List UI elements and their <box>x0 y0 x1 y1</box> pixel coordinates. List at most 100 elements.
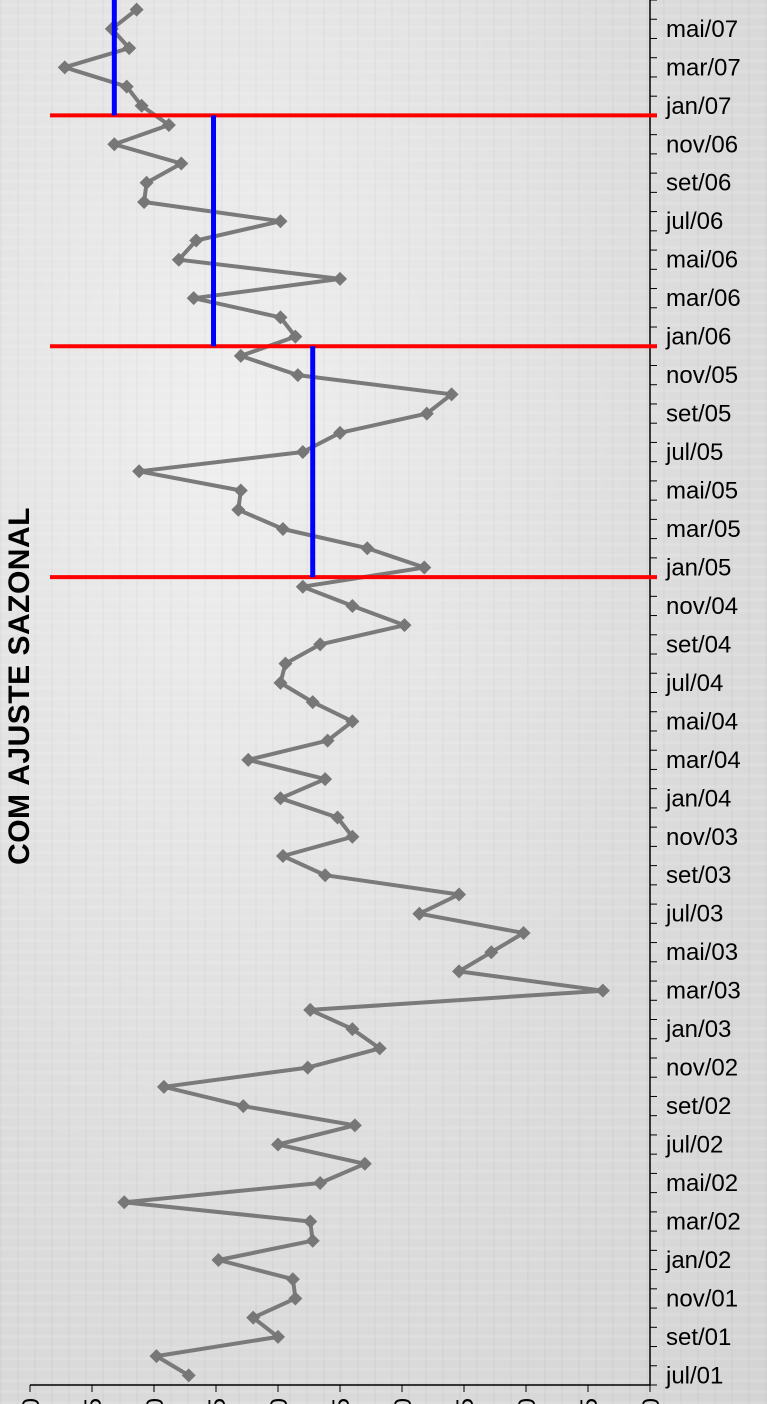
data-point <box>318 772 333 787</box>
time-tick-label: set/04 <box>666 631 731 658</box>
data-point <box>417 560 432 575</box>
data-point <box>516 925 531 940</box>
data-point <box>285 1272 300 1287</box>
data-point <box>452 887 467 902</box>
time-tick-label: jan/06 <box>665 324 731 351</box>
value-tick-label: 105 <box>204 1398 231 1404</box>
data-point <box>273 214 288 229</box>
time-tick-label: jul/04 <box>665 670 723 697</box>
data-point <box>174 156 189 171</box>
data-point <box>444 387 459 402</box>
data-point <box>313 637 328 652</box>
time-tick-label: jul/03 <box>665 901 723 928</box>
time-tick-label: mai/06 <box>666 247 738 274</box>
data-point <box>137 194 152 209</box>
data-point <box>149 1349 164 1364</box>
time-tick-label: mar/07 <box>666 54 741 81</box>
data-point <box>345 829 360 844</box>
data-point <box>132 464 147 479</box>
data-point <box>305 695 320 710</box>
value-tick-label: 115 <box>80 1398 107 1404</box>
data-point <box>318 868 333 883</box>
series-line <box>62 8 605 1378</box>
data-point <box>295 579 310 594</box>
time-tick-label: nov/06 <box>666 131 738 158</box>
data-point <box>271 1329 285 1344</box>
data-point <box>345 598 360 613</box>
data-point <box>231 502 246 517</box>
value-tick-label: 100 <box>266 1398 293 1404</box>
time-tick-label: mai/07 <box>666 16 738 43</box>
time-tick-label: jan/03 <box>665 1016 731 1043</box>
time-tick-label: nov/02 <box>666 1055 738 1082</box>
value-tick-label: 80 <box>514 1398 541 1404</box>
time-tick-label: jul/01 <box>665 1362 723 1389</box>
data-point <box>305 1233 320 1248</box>
time-tick-label: mai/04 <box>666 708 738 735</box>
data-point <box>484 945 499 960</box>
data-point <box>303 1002 318 1017</box>
time-tick-label: set/02 <box>666 1093 731 1120</box>
data-point <box>345 714 360 729</box>
data-point <box>171 252 186 267</box>
value-tick-label: 70 <box>638 1398 665 1404</box>
time-tick-label: nov/03 <box>666 824 738 851</box>
data-point <box>57 60 72 75</box>
data-point <box>333 425 347 440</box>
data-point <box>233 348 248 363</box>
data-point <box>452 964 467 979</box>
time-tick-label: jul/05 <box>665 439 723 466</box>
time-tick-label: mai/02 <box>666 1170 738 1197</box>
data-point <box>345 1022 360 1037</box>
data-point <box>330 810 345 825</box>
data-point <box>161 118 176 133</box>
time-tick-label: mar/06 <box>666 285 741 312</box>
time-tick-label: set/03 <box>666 862 731 889</box>
data-point <box>134 98 149 113</box>
data-point <box>156 1079 171 1094</box>
data-point <box>595 983 610 998</box>
data-point <box>357 1156 372 1171</box>
data-point <box>347 1118 362 1133</box>
data-point <box>233 483 248 498</box>
time-tick-label: set/06 <box>666 170 731 197</box>
time-tick-label: nov/04 <box>666 593 738 620</box>
data-point <box>236 1099 251 1114</box>
data-point <box>273 791 288 806</box>
data-point <box>275 521 290 536</box>
data-point <box>246 1310 261 1325</box>
data-point <box>271 1137 285 1152</box>
time-tick-label: mar/03 <box>666 978 741 1005</box>
data-point <box>122 41 137 56</box>
data-point <box>189 233 204 248</box>
data-point <box>290 368 305 383</box>
data-point <box>295 445 310 460</box>
value-tick-label: 95 <box>328 1398 355 1404</box>
data-point <box>300 1060 315 1075</box>
time-tick-label: jan/04 <box>665 785 731 812</box>
data-point <box>360 541 375 556</box>
data-point <box>119 79 134 94</box>
data-point <box>273 675 288 690</box>
data-point <box>211 1252 226 1267</box>
data-point <box>419 406 434 421</box>
value-tick-label: 90 <box>390 1398 417 1404</box>
data-point <box>117 1195 132 1210</box>
time-tick-label: mar/05 <box>666 516 741 543</box>
time-tick-label: mar/02 <box>666 1208 741 1235</box>
time-tick-label: mar/04 <box>666 747 741 774</box>
data-point <box>275 849 290 864</box>
time-tick-label: jan/05 <box>665 554 731 581</box>
data-point <box>273 310 288 325</box>
data-point <box>186 291 201 306</box>
value-tick-label: 75 <box>576 1398 603 1404</box>
time-tick-label: jul/06 <box>665 208 723 235</box>
data-point <box>241 752 256 767</box>
data-point <box>397 618 412 633</box>
value-tick-label: 120 <box>18 1398 45 1404</box>
data-point <box>139 175 154 190</box>
time-tick-label: mai/03 <box>666 939 738 966</box>
time-tick-label: set/05 <box>666 401 731 428</box>
